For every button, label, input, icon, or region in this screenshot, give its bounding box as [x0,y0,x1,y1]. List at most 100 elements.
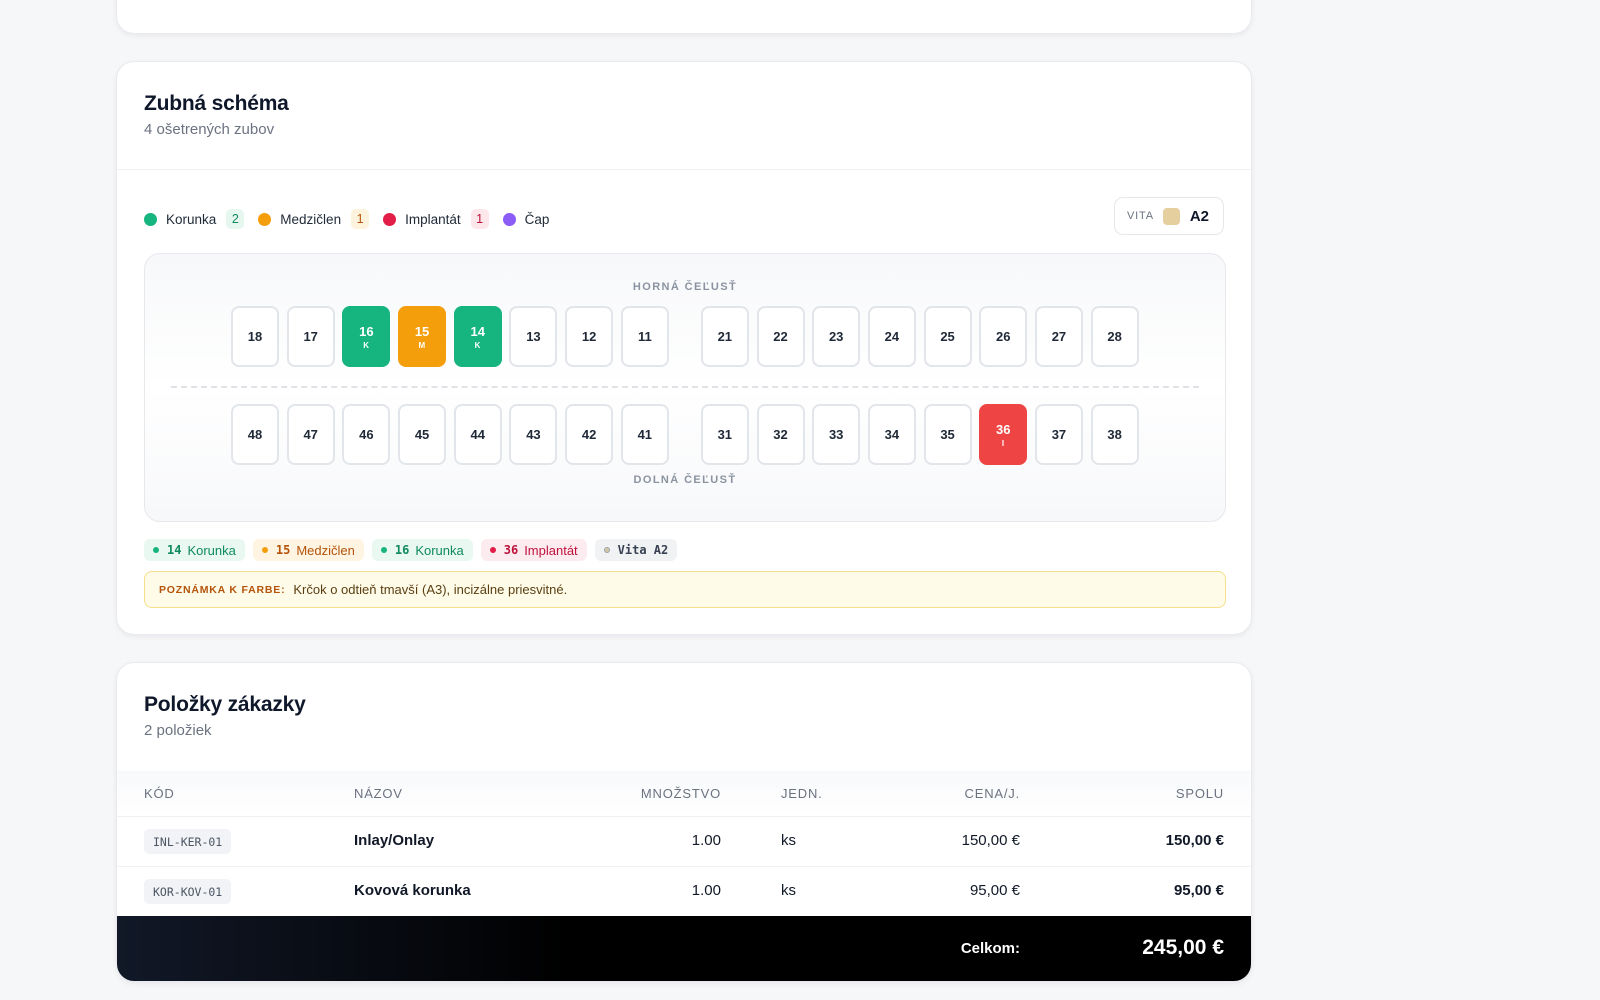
legend-label: Čap [524,211,550,227]
tooth-24[interactable]: 24 [867,306,916,367]
col-code: KÓD [144,786,175,801]
tooth-number: 44 [470,427,485,442]
vita-tag-label: Vita A2 [617,543,669,557]
tooth-27[interactable]: 27 [1034,306,1083,367]
item-quantity: 1.00 [691,882,721,899]
treatment-tag: 14 Korunka [144,539,245,561]
table-row: INL-KER-01 Inlay/Onlay 1.00 ks 150,00 € 150,0… [117,817,1251,867]
tooth-43[interactable]: 43 [509,404,558,465]
tooth-13[interactable]: 13 [509,306,558,367]
tooth-14[interactable]: 14 K [453,306,502,367]
tooth-42[interactable]: 42 [565,404,614,465]
tooth-17[interactable]: 17 [286,306,335,367]
item-name: Inlay/Onlay [354,832,435,849]
legend-dot-icon [144,212,157,226]
vita-tag: Vita A2 [594,539,678,561]
tooth-number: 38 [1107,427,1122,442]
legend-label: Implantát [405,211,461,227]
tooth-23[interactable]: 23 [812,306,861,367]
tooth-code: K [474,340,481,350]
tooth-41[interactable]: 41 [620,404,669,465]
item-name: Kovová korunka [354,882,471,899]
table-footer-total: Celkom: 245,00 € [117,916,1251,981]
legend-dot-icon [258,212,272,226]
legend-dot-icon [502,212,516,226]
tooth-25[interactable]: 25 [923,306,972,367]
table-row: KOR-KOV-01 Kovová korunka 1.00 ks 95,00 € 95,… [117,867,1251,917]
tag-tooth-number: 16 [394,543,410,557]
legend-count: 1 [351,209,370,229]
tooth-number: 35 [940,427,955,442]
tooth-number: 45 [414,427,430,442]
tooth-11[interactable]: 11 [620,306,669,367]
item-unit: ks [781,832,796,849]
tooth-code: K [363,340,370,350]
tag-label: Implantát [524,542,578,558]
tooth-22[interactable]: 22 [756,306,805,367]
tooth-18[interactable]: 18 [231,306,279,367]
tooth-number: 34 [884,427,900,442]
tooth-number: 46 [359,427,374,442]
tooth-37[interactable]: 37 [1034,404,1083,465]
total-value: 245,00 € [1142,936,1224,959]
tooth-12[interactable]: 12 [565,306,614,367]
tooth-number: 21 [717,329,733,344]
item-code: INL-KER-01 [144,829,232,854]
vita-shade-indicator: VITA A2 [1114,197,1224,235]
treatment-legend: Korunka 2 Medzičlen 1 Implantát 1 Čap [144,207,563,231]
order-items-header: Položky zákazky 2 položiek [117,663,1251,771]
order-items-card: Položky zákazky 2 položiek KÓD NÁZOV MNO… [116,662,1252,982]
dental-chart-card: Zubná schéma 4 ošetrených zubov Korunka 2… [116,61,1252,635]
tooth-code: I [1001,438,1005,448]
tag-tooth-number: 36 [503,543,519,557]
tooth-36[interactable]: 36 I [979,404,1028,465]
tooth-32[interactable]: 32 [756,404,805,465]
col-total: SPOLU [1175,786,1224,801]
tooth-45[interactable]: 45 [398,404,447,465]
tooth-number: 27 [1051,329,1067,344]
legend-item: Čap [502,211,550,227]
table-header: KÓD NÁZOV MNOŽSTVO JEDN. CENA/J. SPOLU [117,771,1251,817]
item-unit-price: 95,00 € [969,882,1020,899]
total-label: Celkom: [960,940,1020,957]
tooth-26[interactable]: 26 [979,306,1028,367]
legend-dot-icon [383,212,397,226]
tooth-33[interactable]: 33 [812,404,861,465]
tooth-44[interactable]: 44 [453,404,502,465]
item-total: 150,00 € [1165,832,1224,849]
col-name: NÁZOV [354,786,403,801]
tag-label: Korunka [415,542,464,558]
tag-tooth-number: 14 [167,543,182,557]
tooth-35[interactable]: 35 [923,404,972,465]
tag-dot-icon [380,547,387,553]
tooth-28[interactable]: 28 [1090,306,1139,367]
tooth-number: 22 [773,329,788,344]
tooth-number: 15 [414,323,430,339]
tooth-48[interactable]: 48 [231,404,279,465]
item-total: 95,00 € [1173,882,1224,899]
treatment-tags: 14 Korunka 15 Medzičlen 16 Korunka 36 Implantát… [144,539,685,561]
tooth-34[interactable]: 34 [867,404,916,465]
legend-count: 1 [470,209,489,229]
tag-dot-icon [261,547,268,553]
tooth-16[interactable]: 16 K [342,306,391,367]
tooth-46[interactable]: 46 [342,404,391,465]
treatment-tag: 15 Medzičlen [252,539,364,561]
tooth-number: 14 [470,323,485,339]
tooth-number: 18 [247,329,263,344]
tooth-21[interactable]: 21 [700,306,749,367]
tooth-47[interactable]: 47 [286,404,335,465]
legend-count: 2 [226,209,245,229]
tooth-31[interactable]: 31 [700,404,749,465]
tooth-38[interactable]: 38 [1090,404,1139,465]
order-items-subtitle: 2 položiek [144,722,212,739]
legend-item: Implantát 1 [383,209,489,229]
tooth-number: 42 [581,427,597,442]
jaw-divider [171,386,1199,388]
item-unit-price: 150,00 € [961,832,1020,849]
tooth-number: 28 [1107,329,1122,344]
lower-jaw-label: DOLNÁ ČEĽUSŤ [633,474,737,486]
tooth-number: 48 [247,427,263,442]
tooth-15[interactable]: 15 M [398,306,447,367]
color-note: POZNÁMKA K FARBE: Krčok o odtieň tmavší … [144,571,1226,608]
